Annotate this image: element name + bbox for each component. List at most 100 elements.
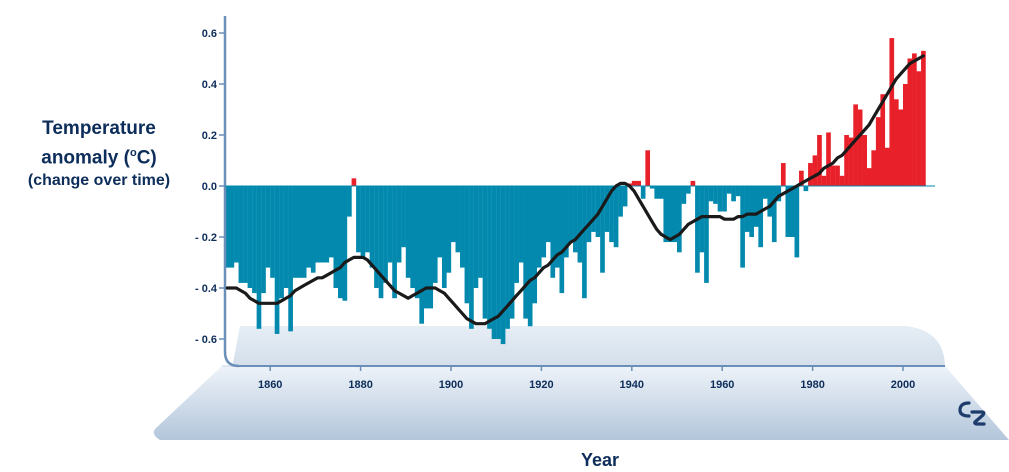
bar-1956 [704,186,709,283]
bar-1915 [518,186,524,263]
bar-1876 [342,186,348,301]
y-tick-label: 0.0 [202,181,217,193]
bar-1971 [771,186,777,243]
bar-1988 [848,137,854,186]
chart-floor [153,366,1009,440]
bar-1934 [604,186,610,232]
bar-1871 [319,186,325,263]
y-axis-title-line2: anomaly (oC) [41,147,157,169]
bar-1895 [428,186,434,309]
bar-1861 [274,186,280,334]
bar-1991 [862,135,867,186]
bar-1927 [573,186,578,253]
bar-1976 [794,186,800,258]
bar-1995 [880,94,886,186]
bar-1931 [591,186,596,232]
y-axis-title: Temperature anomaly (oC) (change over ti… [4,116,194,192]
bar-1982 [821,175,827,186]
bar-1992 [866,168,872,186]
bar-1912 [505,186,510,329]
bar-1872 [324,186,330,263]
bar-1961 [726,186,732,194]
x-tick-label: 1880 [348,379,372,391]
bar-1916 [523,186,528,319]
bar-1936 [613,186,619,248]
bar-1896 [432,186,438,283]
bar-1862 [279,186,284,299]
bar-1950 [677,186,682,253]
bar-1975 [790,186,795,237]
bar-1972 [776,186,782,202]
bar-1856 [252,186,257,294]
bar-1922 [550,186,556,278]
bar-1884 [378,186,384,299]
bar-1908 [487,186,492,329]
bar-1898 [441,186,447,288]
bar-1864 [288,186,293,332]
bar-1978 [803,186,809,192]
bar-1857 [256,186,262,329]
bar-1942 [640,186,646,199]
bar-1911 [500,186,506,345]
y-tick-label: - 0.2 [195,232,217,244]
bar-1883 [374,186,379,288]
x-tick-label: 1960 [710,379,734,391]
bar-1866 [297,186,302,278]
bar-1928 [577,186,583,263]
bar-2004 [921,50,926,186]
bar-1875 [338,186,343,299]
bar-1944 [649,186,655,189]
bar-2001 [907,58,913,186]
x-axis-title: Year [580,450,620,470]
bar-2002 [912,53,917,187]
bar-1970 [767,186,773,217]
y-axis-line [223,16,240,368]
bar-1973 [780,163,786,186]
bar-1964 [740,186,745,268]
bar-1966 [749,186,754,237]
bar-1869 [310,186,316,273]
y-tick-label: 0.2 [202,130,217,142]
bar-1881 [365,186,370,253]
bar-1929 [582,186,587,299]
x-tick-label: 1940 [620,379,644,391]
bar-1962 [731,186,736,202]
bar-1933 [600,186,605,273]
bar-1917 [527,186,533,327]
bar-1885 [383,186,388,283]
bar-1887 [392,186,397,299]
bar-1954 [695,186,700,273]
bar-1940 [631,180,637,186]
bar-1859 [265,186,271,268]
y-axis-title-line3: (change over time) [27,172,171,190]
bar-1853 [238,186,244,283]
bar-1965 [744,186,750,232]
bar-1888 [396,186,402,263]
bar-1905 [473,186,479,288]
y-tick-label: 0.6 [202,28,217,40]
bar-1867 [301,186,307,278]
bar-1910 [496,186,501,339]
bar-1957 [708,186,714,202]
bar-1958 [713,186,718,204]
y-tick-label: 0.4 [202,79,218,91]
bar-1918 [532,186,538,304]
bar-1894 [423,186,429,309]
x-tick-label: 2000 [891,379,915,391]
bar-1923 [554,186,560,268]
bar-1858 [261,186,266,294]
bar-1924 [559,186,565,294]
y-tick-label: - 0.4 [195,283,218,295]
bar-1874 [333,186,339,288]
bar-1996 [884,147,890,186]
bar-1998 [893,99,899,186]
x-tick-label: 1900 [439,379,463,391]
bar-1947 [663,186,669,243]
bar-1903 [464,186,470,304]
bar-1855 [247,186,253,288]
bar-1987 [844,135,849,186]
bar-1889 [401,186,406,248]
bar-1984 [830,165,836,186]
bar-1877 [347,186,352,217]
